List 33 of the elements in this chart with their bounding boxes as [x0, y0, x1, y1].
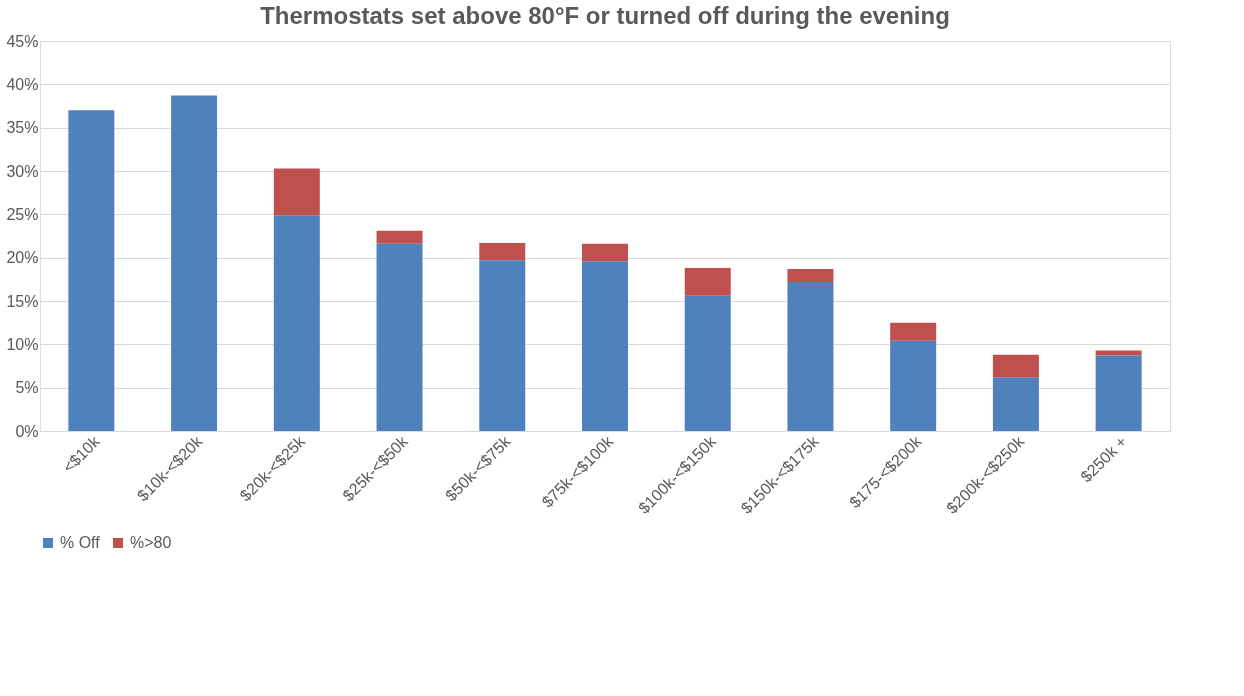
bar — [171, 95, 218, 431]
bar — [479, 260, 526, 431]
y-tick-label: 40% — [6, 75, 39, 93]
bar — [479, 242, 526, 261]
bar — [582, 261, 628, 431]
chart-title: Thermostats set above 80°F or turned off during the evening — [260, 2, 950, 29]
bar — [684, 268, 731, 296]
bar — [376, 243, 423, 431]
y-tick-label: 35% — [6, 119, 39, 137]
legend-label: % Off — [60, 534, 101, 551]
y-tick-label: 10% — [6, 335, 39, 353]
bar — [890, 340, 937, 431]
y-tick-label: 30% — [6, 162, 39, 180]
y-tick-label: 25% — [6, 205, 39, 223]
y-tick-label: 5% — [15, 379, 39, 397]
bar — [273, 168, 320, 216]
bar — [787, 268, 834, 282]
bar — [890, 322, 937, 341]
y-tick-label: 0% — [15, 422, 39, 440]
bar — [582, 243, 628, 262]
y-tick-label: 20% — [6, 249, 39, 267]
y-tick-label: 45% — [6, 32, 39, 50]
bar — [1095, 350, 1142, 356]
bar — [273, 215, 320, 431]
bar — [376, 230, 423, 244]
y-tick-label: 15% — [6, 292, 39, 310]
bar — [68, 110, 115, 431]
bar — [992, 354, 1039, 378]
bar — [992, 377, 1039, 431]
bar — [1095, 355, 1142, 431]
bar — [684, 295, 731, 431]
legend-label: %>80 — [130, 534, 172, 551]
bar — [787, 281, 834, 431]
